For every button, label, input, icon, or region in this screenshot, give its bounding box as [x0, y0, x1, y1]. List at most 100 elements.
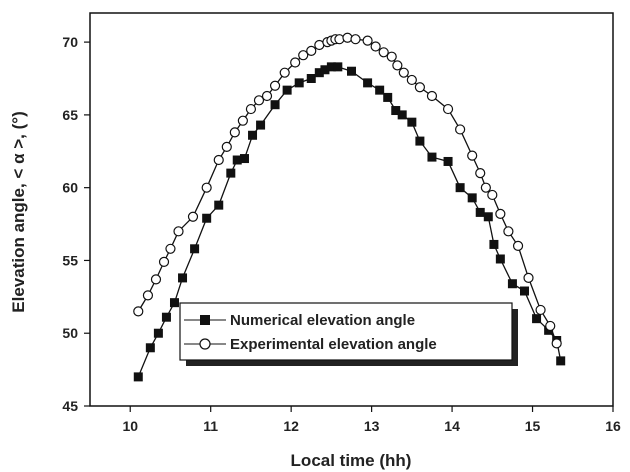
data-point	[142, 290, 154, 301]
x-tick-label: 14	[444, 418, 460, 434]
data-point	[406, 74, 417, 86]
data-point	[248, 130, 258, 140]
data-point	[467, 193, 477, 203]
data-point	[475, 207, 485, 217]
data-point	[350, 34, 361, 45]
data-point	[314, 68, 324, 78]
data-point	[443, 156, 453, 166]
data-point	[213, 154, 224, 166]
data-point	[306, 74, 316, 83]
data-point	[232, 155, 242, 165]
y-tick-label: 70	[62, 34, 78, 50]
data-point	[169, 298, 179, 308]
data-point	[455, 183, 465, 193]
axis-ticks: 10 11 12 13 14 15 16 45 50 55 60 65 70	[62, 34, 621, 434]
data-point	[535, 304, 546, 316]
data-point	[150, 274, 162, 285]
data-point	[532, 314, 542, 324]
data-point	[261, 90, 273, 102]
data-point	[507, 279, 517, 289]
legend-box	[179, 302, 513, 361]
data-point	[306, 45, 317, 56]
data-point	[427, 152, 437, 162]
data-point	[480, 182, 491, 193]
x-tick-label: 16	[605, 418, 621, 434]
x-tick-label: 12	[283, 418, 299, 434]
y-tick-label: 50	[62, 325, 78, 341]
data-point	[383, 92, 393, 102]
data-point	[503, 226, 514, 237]
data-point	[145, 343, 155, 353]
data-point	[158, 256, 170, 267]
data-point	[190, 244, 200, 254]
data-point	[165, 243, 176, 254]
data-point	[392, 60, 403, 71]
data-point	[173, 226, 184, 237]
data-point	[415, 136, 425, 146]
data-point	[551, 338, 562, 349]
data-point	[483, 212, 493, 222]
data-point	[347, 66, 356, 76]
data-point	[294, 78, 304, 88]
data-point	[475, 168, 486, 179]
data-point	[253, 95, 265, 106]
data-point	[495, 208, 506, 219]
series-layer	[133, 32, 566, 382]
data-point	[133, 306, 144, 317]
data-point	[229, 127, 240, 138]
data-point	[270, 100, 280, 110]
data-point	[298, 50, 309, 61]
data-point	[426, 90, 438, 102]
y-axis-title: Elevation angle, < α >, (°)	[9, 111, 28, 312]
data-point	[363, 78, 373, 88]
data-point	[523, 272, 534, 284]
y-tick-label: 65	[62, 107, 78, 123]
data-point	[178, 273, 188, 283]
data-point	[237, 115, 248, 126]
data-point	[201, 182, 212, 193]
data-point	[282, 85, 292, 95]
x-tick-label: 10	[122, 418, 138, 434]
data-point	[362, 35, 373, 46]
legend: Numerical elevation angle Experimental e…	[179, 302, 518, 366]
x-tick-label: 11	[203, 418, 218, 434]
series-numerical	[133, 62, 566, 382]
data-point	[398, 67, 409, 78]
x-tick-label: 15	[525, 418, 541, 434]
data-point	[375, 85, 385, 95]
data-point	[326, 62, 336, 72]
data-point	[290, 57, 301, 68]
x-tick-label: 13	[364, 418, 380, 434]
legend-marker-numerical	[200, 315, 210, 325]
data-point	[386, 51, 397, 62]
data-point	[487, 189, 498, 201]
legend-label-numerical: Numerical elevation angle	[230, 312, 415, 329]
data-point	[214, 200, 224, 210]
data-point	[455, 124, 466, 135]
data-point	[442, 103, 454, 115]
data-point	[202, 213, 212, 223]
data-point	[187, 211, 199, 222]
data-point	[556, 356, 566, 366]
data-point	[320, 65, 330, 75]
data-point	[489, 239, 499, 249]
data-point	[334, 34, 345, 45]
data-point	[245, 103, 257, 115]
data-point	[256, 120, 266, 130]
series-experimental	[133, 32, 562, 349]
data-point	[378, 47, 389, 58]
data-point	[512, 240, 524, 251]
data-point	[391, 106, 401, 116]
data-point	[414, 82, 425, 93]
plot-area-frame	[89, 12, 614, 407]
data-point	[279, 67, 290, 78]
y-tick-label: 45	[62, 398, 78, 414]
data-point	[519, 286, 529, 296]
x-axis-title: Local time (hh)	[291, 451, 412, 470]
data-point	[269, 80, 281, 91]
data-point	[226, 168, 236, 178]
legend-label-experimental: Experimental elevation angle	[230, 336, 437, 353]
data-point	[397, 110, 407, 120]
data-point	[495, 254, 505, 264]
